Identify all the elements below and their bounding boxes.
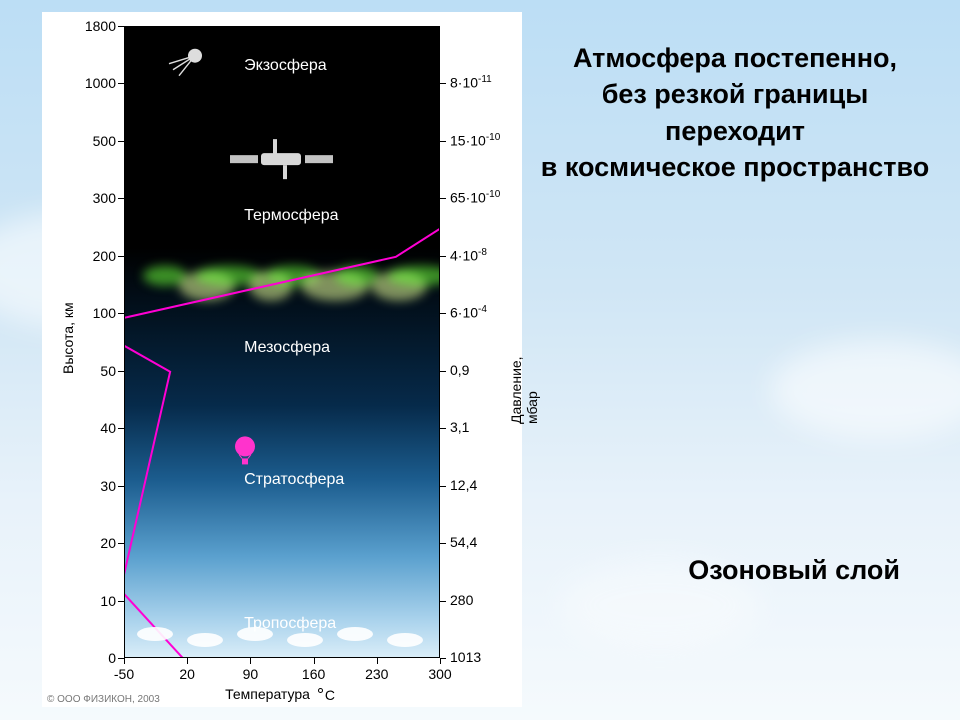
tick-mark: [118, 141, 124, 142]
axis-tick-label: 50: [76, 363, 116, 379]
axis-tick-label: 280: [450, 592, 473, 608]
bg-cloud: [770, 340, 960, 440]
tick-mark: [118, 83, 124, 84]
tick-mark: [440, 601, 446, 602]
tick-mark: [440, 198, 446, 199]
tick-mark: [118, 486, 124, 487]
axis-tick-label: 8·10-11: [450, 74, 492, 91]
axis-tick-label: 12,4: [450, 477, 477, 493]
axis-tick-label: 100: [76, 305, 116, 321]
axis-tick-label: 0: [76, 650, 116, 666]
axis-tick-label: 3,1: [450, 419, 469, 435]
tick-mark: [440, 428, 446, 429]
axis-tick-label: 20: [173, 666, 201, 682]
axis-tick-label: 500: [76, 133, 116, 149]
axis-tick-label: 300: [426, 666, 454, 682]
atmosphere-diagram: Высота, км Давление, мбар Температура C …: [42, 12, 522, 707]
axis-tick-label: 1800: [76, 18, 116, 34]
tick-mark: [118, 428, 124, 429]
axis-tick-label: 300: [76, 190, 116, 206]
axis-tick-label: 0,9: [450, 362, 469, 378]
main-text: Атмосфера постепенно,без резкой границы …: [540, 40, 930, 186]
tick-mark: [118, 198, 124, 199]
axis-tick-label: 4·10-8: [450, 247, 487, 264]
axis-tick-label: 40: [76, 420, 116, 436]
tick-mark: [440, 371, 446, 372]
tick-mark: [440, 658, 441, 664]
axis-tick-label: 90: [236, 666, 264, 682]
axis-tick-label: 1013: [450, 649, 481, 665]
axis-tick-label: 160: [300, 666, 328, 682]
axis-tick-label: -50: [110, 666, 138, 682]
layer-label: Тропосфера: [244, 615, 336, 633]
tick-mark: [440, 486, 446, 487]
y-axis-title: Высота, км: [60, 302, 76, 374]
tick-mark: [118, 256, 124, 257]
copyright-text: © ООО ФИЗИКОН, 2003: [47, 694, 160, 705]
tick-mark: [314, 658, 315, 664]
x-axis-title: Температура: [225, 686, 310, 702]
tick-mark: [118, 26, 124, 27]
tick-mark: [440, 313, 446, 314]
tick-mark: [440, 256, 446, 257]
layer-label: Термосфера: [244, 207, 338, 225]
tick-mark: [440, 83, 446, 84]
axis-tick-label: 20: [76, 535, 116, 551]
axis-tick-label: 1000: [76, 75, 116, 91]
axis-tick-label: 6·10-4: [450, 304, 487, 321]
right-axis-title: Давление, мбар: [508, 357, 540, 425]
axis-tick-label: 30: [76, 478, 116, 494]
tick-mark: [377, 658, 378, 664]
tick-mark: [124, 658, 125, 664]
axis-tick-label: 200: [76, 248, 116, 264]
tick-mark: [440, 141, 446, 142]
tick-mark: [118, 371, 124, 372]
tick-mark: [118, 601, 124, 602]
axis-tick-label: 65·10-10: [450, 189, 500, 206]
axis-tick-label: 54,4: [450, 534, 477, 550]
tick-mark: [250, 658, 251, 664]
tick-mark: [187, 658, 188, 664]
layer-label: Мезосфера: [244, 339, 330, 357]
layer-label: Экзосфера: [244, 57, 327, 75]
ozone-label: Озоновый слой: [688, 555, 900, 586]
tick-mark: [118, 543, 124, 544]
axis-tick-label: 10: [76, 593, 116, 609]
tick-mark: [440, 543, 446, 544]
axis-tick-label: 15·10-10: [450, 132, 500, 149]
layer-label: Стратосфера: [244, 471, 344, 489]
axis-tick-label: 230: [363, 666, 391, 682]
tick-mark: [118, 313, 124, 314]
degree-c-unit: C: [320, 690, 338, 700]
